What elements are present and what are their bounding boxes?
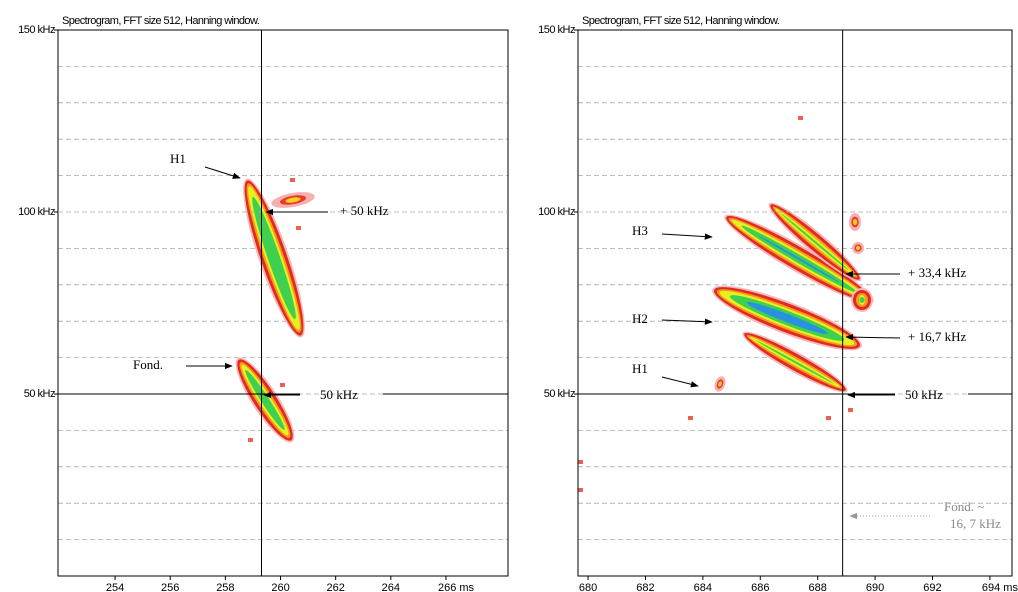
energy-blob bbox=[758, 235, 840, 283]
energy-speck bbox=[578, 460, 583, 464]
annotation: H3 bbox=[632, 223, 648, 238]
y-tick-label: 100 kHz bbox=[538, 206, 575, 218]
energy-blob bbox=[718, 381, 722, 387]
energy-speck bbox=[280, 383, 285, 387]
x-tick-label: 682 bbox=[636, 582, 654, 592]
annotation: Fond. bbox=[133, 357, 163, 372]
x-tick-label: 264 bbox=[382, 582, 400, 592]
energy-blob bbox=[781, 213, 849, 271]
energy-blob bbox=[245, 369, 285, 431]
energy-speck bbox=[578, 488, 583, 492]
energy-blob bbox=[252, 196, 296, 320]
annotation-arrow bbox=[845, 333, 901, 341]
annotation-arrow bbox=[661, 376, 699, 388]
spectrogram-panel: 50 kHz 100 kHz 150 kHz 254 256 258 260 262 264 26… bbox=[18, 15, 509, 592]
annotation: H1 bbox=[632, 361, 648, 376]
energy-speck bbox=[688, 416, 693, 420]
annotation: + 16,7 kHz bbox=[908, 329, 966, 344]
plot-frame bbox=[577, 29, 1013, 577]
annotation: Fond. ~ bbox=[944, 499, 984, 514]
x-tick-label: 680 bbox=[579, 582, 597, 592]
chart-title: Spectrogram, FFT size 512, Hanning windo… bbox=[62, 15, 260, 27]
y-tick-label: 150 kHz bbox=[18, 24, 55, 36]
spectrogram-panel: 50 kHz 100 kHz 150 kHz 680 682 684 686 688 690 69… bbox=[538, 15, 1018, 592]
energy-blob bbox=[855, 245, 861, 251]
x-tick-label: 684 bbox=[694, 582, 712, 592]
x-tick-label: 254 bbox=[106, 582, 124, 592]
y-tick-label: 50 kHz bbox=[24, 388, 55, 400]
energy-blob bbox=[852, 218, 858, 226]
chart-title: Spectrogram, FFT size 512, Hanning windo… bbox=[582, 15, 780, 27]
x-tick-label: 688 bbox=[808, 582, 826, 592]
y-tick-label: 150 kHz bbox=[538, 24, 575, 36]
energy-speck bbox=[248, 438, 253, 442]
x-tick-label: 690 bbox=[866, 582, 884, 592]
annotation-arrow bbox=[204, 166, 241, 179]
annotation: H1 bbox=[170, 151, 186, 166]
energy-speck bbox=[296, 226, 301, 230]
plot-frame bbox=[57, 29, 509, 577]
energy-blob bbox=[746, 302, 828, 334]
x-tick-label: 692 bbox=[923, 582, 941, 592]
annotation: H2 bbox=[632, 311, 648, 326]
annotation: 50 kHz bbox=[320, 387, 358, 402]
x-tick-label: 686 bbox=[751, 582, 769, 592]
annotation: + 50 kHz bbox=[340, 203, 389, 218]
x-tick-label: 694 ms bbox=[982, 582, 1018, 592]
energy-speck bbox=[290, 178, 295, 182]
x-tick-label: 256 bbox=[161, 582, 179, 592]
x-tick-label: 260 bbox=[271, 582, 289, 592]
annotation: 50 kHz bbox=[905, 387, 943, 402]
annotation: 16, 7 kHz bbox=[950, 516, 1001, 531]
energy-speck bbox=[826, 416, 831, 420]
x-tick-label: 262 bbox=[326, 582, 344, 592]
y-tick-label: 100 kHz bbox=[18, 206, 55, 218]
energy-blob bbox=[859, 297, 865, 303]
energy-speck bbox=[848, 408, 853, 412]
energy-blob bbox=[285, 197, 301, 203]
energy-blob bbox=[756, 340, 834, 384]
x-tick-label: 258 bbox=[216, 582, 234, 592]
annotation-arrow bbox=[661, 318, 713, 325]
y-tick-label: 50 kHz bbox=[544, 388, 575, 400]
annotation-arrow bbox=[661, 233, 713, 240]
annotation: + 33,4 kHz bbox=[908, 265, 966, 280]
x-tick-label: 266 ms bbox=[438, 582, 475, 592]
energy-speck bbox=[798, 116, 803, 120]
